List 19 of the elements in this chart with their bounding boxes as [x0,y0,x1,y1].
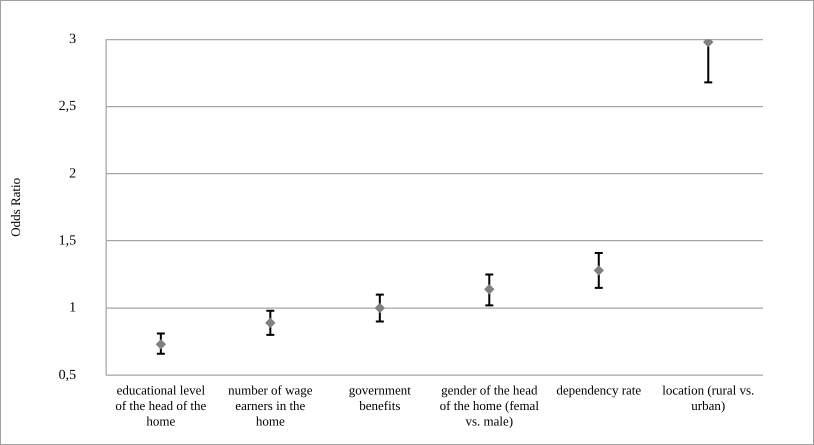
point [484,284,494,294]
y-tick-label: 2 [69,166,76,182]
x-tick-label: educational level of the head of the home [115,382,207,429]
point [594,265,604,276]
point [265,318,276,328]
point [156,339,166,350]
x-tick-label: number of wage earners in the home [228,382,313,429]
point [374,303,385,314]
x-tick-label: gender of the head of the home (femal vs. male) [440,382,540,429]
y-axis-title: Odds Ratio [8,178,24,237]
y-tick-label: 1,5 [58,234,76,249]
y-tick-label: 1 [69,300,76,316]
y-tick-label: 2,5 [58,99,76,114]
x-tick-label: location (rural vs. urban) [662,382,754,414]
y-tick-label: 0,5 [58,368,76,383]
point [703,39,714,48]
x-tick-label: government benefits [348,382,412,414]
y-tick-label: 3 [69,32,76,48]
x-tick-label: dependency rate [556,382,642,398]
